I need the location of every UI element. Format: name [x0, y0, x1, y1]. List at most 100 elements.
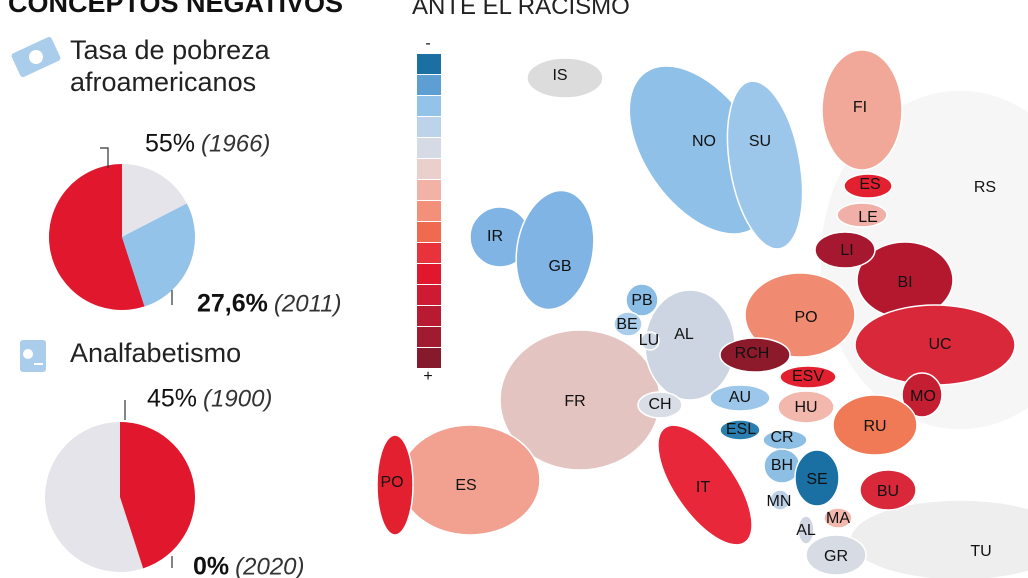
legend-swatch [417, 264, 441, 284]
country-label: IT [696, 479, 710, 496]
country-shape [901, 372, 943, 418]
country-label: RCH [735, 345, 770, 362]
pie-year: (2011) [274, 290, 342, 317]
country-label: LU [639, 332, 659, 349]
map: RS TU IS NO SU FI BI UC LE LI ES IR GB FR ES PO AL PB BELU… [376, 49, 1028, 578]
country-label: CH [648, 396, 671, 413]
country-label: GR [824, 548, 848, 565]
legend-swatch [417, 243, 441, 263]
country-label: PB [631, 292, 652, 309]
country-shape [814, 231, 876, 269]
legend-swatch [417, 138, 441, 158]
legend-swatch [417, 54, 441, 74]
country-shape [625, 283, 659, 317]
country-shape [849, 499, 1028, 578]
country-label: ES [859, 176, 880, 193]
country-label: IS [552, 67, 567, 84]
country-label: MA [826, 510, 850, 527]
country-label: MO [910, 388, 936, 405]
pie-title: Tasa de pobreza [70, 35, 271, 65]
legend-swatch [417, 180, 441, 200]
legend-swatch [417, 327, 441, 347]
legend-low: - [425, 35, 430, 52]
country-label: BH [771, 457, 793, 474]
country-label: CR [770, 429, 793, 446]
country-shape [836, 202, 888, 228]
country-shape [821, 49, 903, 171]
legend-swatch [417, 285, 441, 305]
legend-swatch [417, 117, 441, 137]
country-shape [777, 390, 835, 424]
country-label: RS [974, 179, 996, 196]
country-shape [805, 534, 867, 576]
country-label: ESL [726, 421, 756, 438]
country-label: AU [729, 389, 751, 406]
document-icon [20, 340, 46, 372]
country-label: ESV [792, 368, 824, 385]
money-icon [11, 36, 61, 78]
pie-year: (1966) [201, 130, 270, 157]
country-label: AL [796, 522, 816, 539]
pie-title: Analfabetismo [70, 338, 241, 368]
pie-value-label: 27,6% [197, 290, 268, 318]
country-label: RU [863, 418, 886, 435]
country-shape [657, 424, 753, 546]
country-shape [779, 365, 837, 389]
country-label: IR [487, 228, 503, 245]
country-label: PO [380, 474, 403, 491]
country-label: ES [455, 477, 476, 494]
country-shape [832, 394, 918, 456]
pie-slice [120, 422, 195, 569]
leader-line [100, 147, 109, 168]
country-label: LI [840, 242, 853, 259]
country-shape [823, 507, 853, 529]
country-shape [637, 391, 683, 419]
pie-value-label: 0% [193, 553, 229, 578]
legend-swatch [417, 201, 441, 221]
country-label: AL [674, 326, 694, 343]
legend-swatch [417, 75, 441, 95]
country-shape [515, 189, 595, 311]
country-label: GB [548, 258, 571, 275]
country-shape [794, 449, 840, 507]
pie-year: (2020) [235, 553, 304, 578]
country-shape [719, 419, 761, 441]
legend-swatch [417, 306, 441, 326]
country-shape [769, 489, 791, 511]
country-label: FI [853, 99, 867, 116]
country-shape [843, 173, 893, 199]
country-label: PO [794, 309, 817, 326]
legend-swatch [417, 96, 441, 116]
pie-value-label: 45% [147, 385, 197, 413]
country-label: BI [897, 274, 912, 291]
country-label: HU [794, 399, 817, 416]
legend-swatch [417, 159, 441, 179]
country-shape [640, 331, 660, 351]
country-label: LE [858, 209, 878, 226]
legend-swatch [417, 348, 441, 368]
country-label: BU [877, 483, 899, 500]
country-shape [719, 337, 791, 373]
country-shape [709, 384, 771, 412]
country-label: SU [749, 133, 771, 150]
pie-slice [122, 203, 195, 307]
country-shape [726, 80, 804, 250]
country-shape [744, 272, 856, 358]
legend-high: + [423, 368, 432, 385]
pie-value-label: 55% [145, 130, 195, 158]
pie-title: afroamericanos [70, 67, 256, 97]
country-label: SE [806, 471, 827, 488]
country-label: BE [616, 316, 637, 333]
country-label: FR [564, 393, 585, 410]
country-shape [797, 515, 815, 545]
country-shape [526, 57, 604, 99]
country-shape [376, 434, 414, 536]
country-shape [859, 469, 917, 511]
legend-swatch [417, 222, 441, 242]
country-label: UC [928, 336, 951, 353]
country-shape [613, 311, 643, 337]
title: CONCEPTOS NEGATIVOS [8, 0, 343, 18]
country-label: TU [970, 543, 991, 560]
country-label: MN [767, 493, 792, 510]
